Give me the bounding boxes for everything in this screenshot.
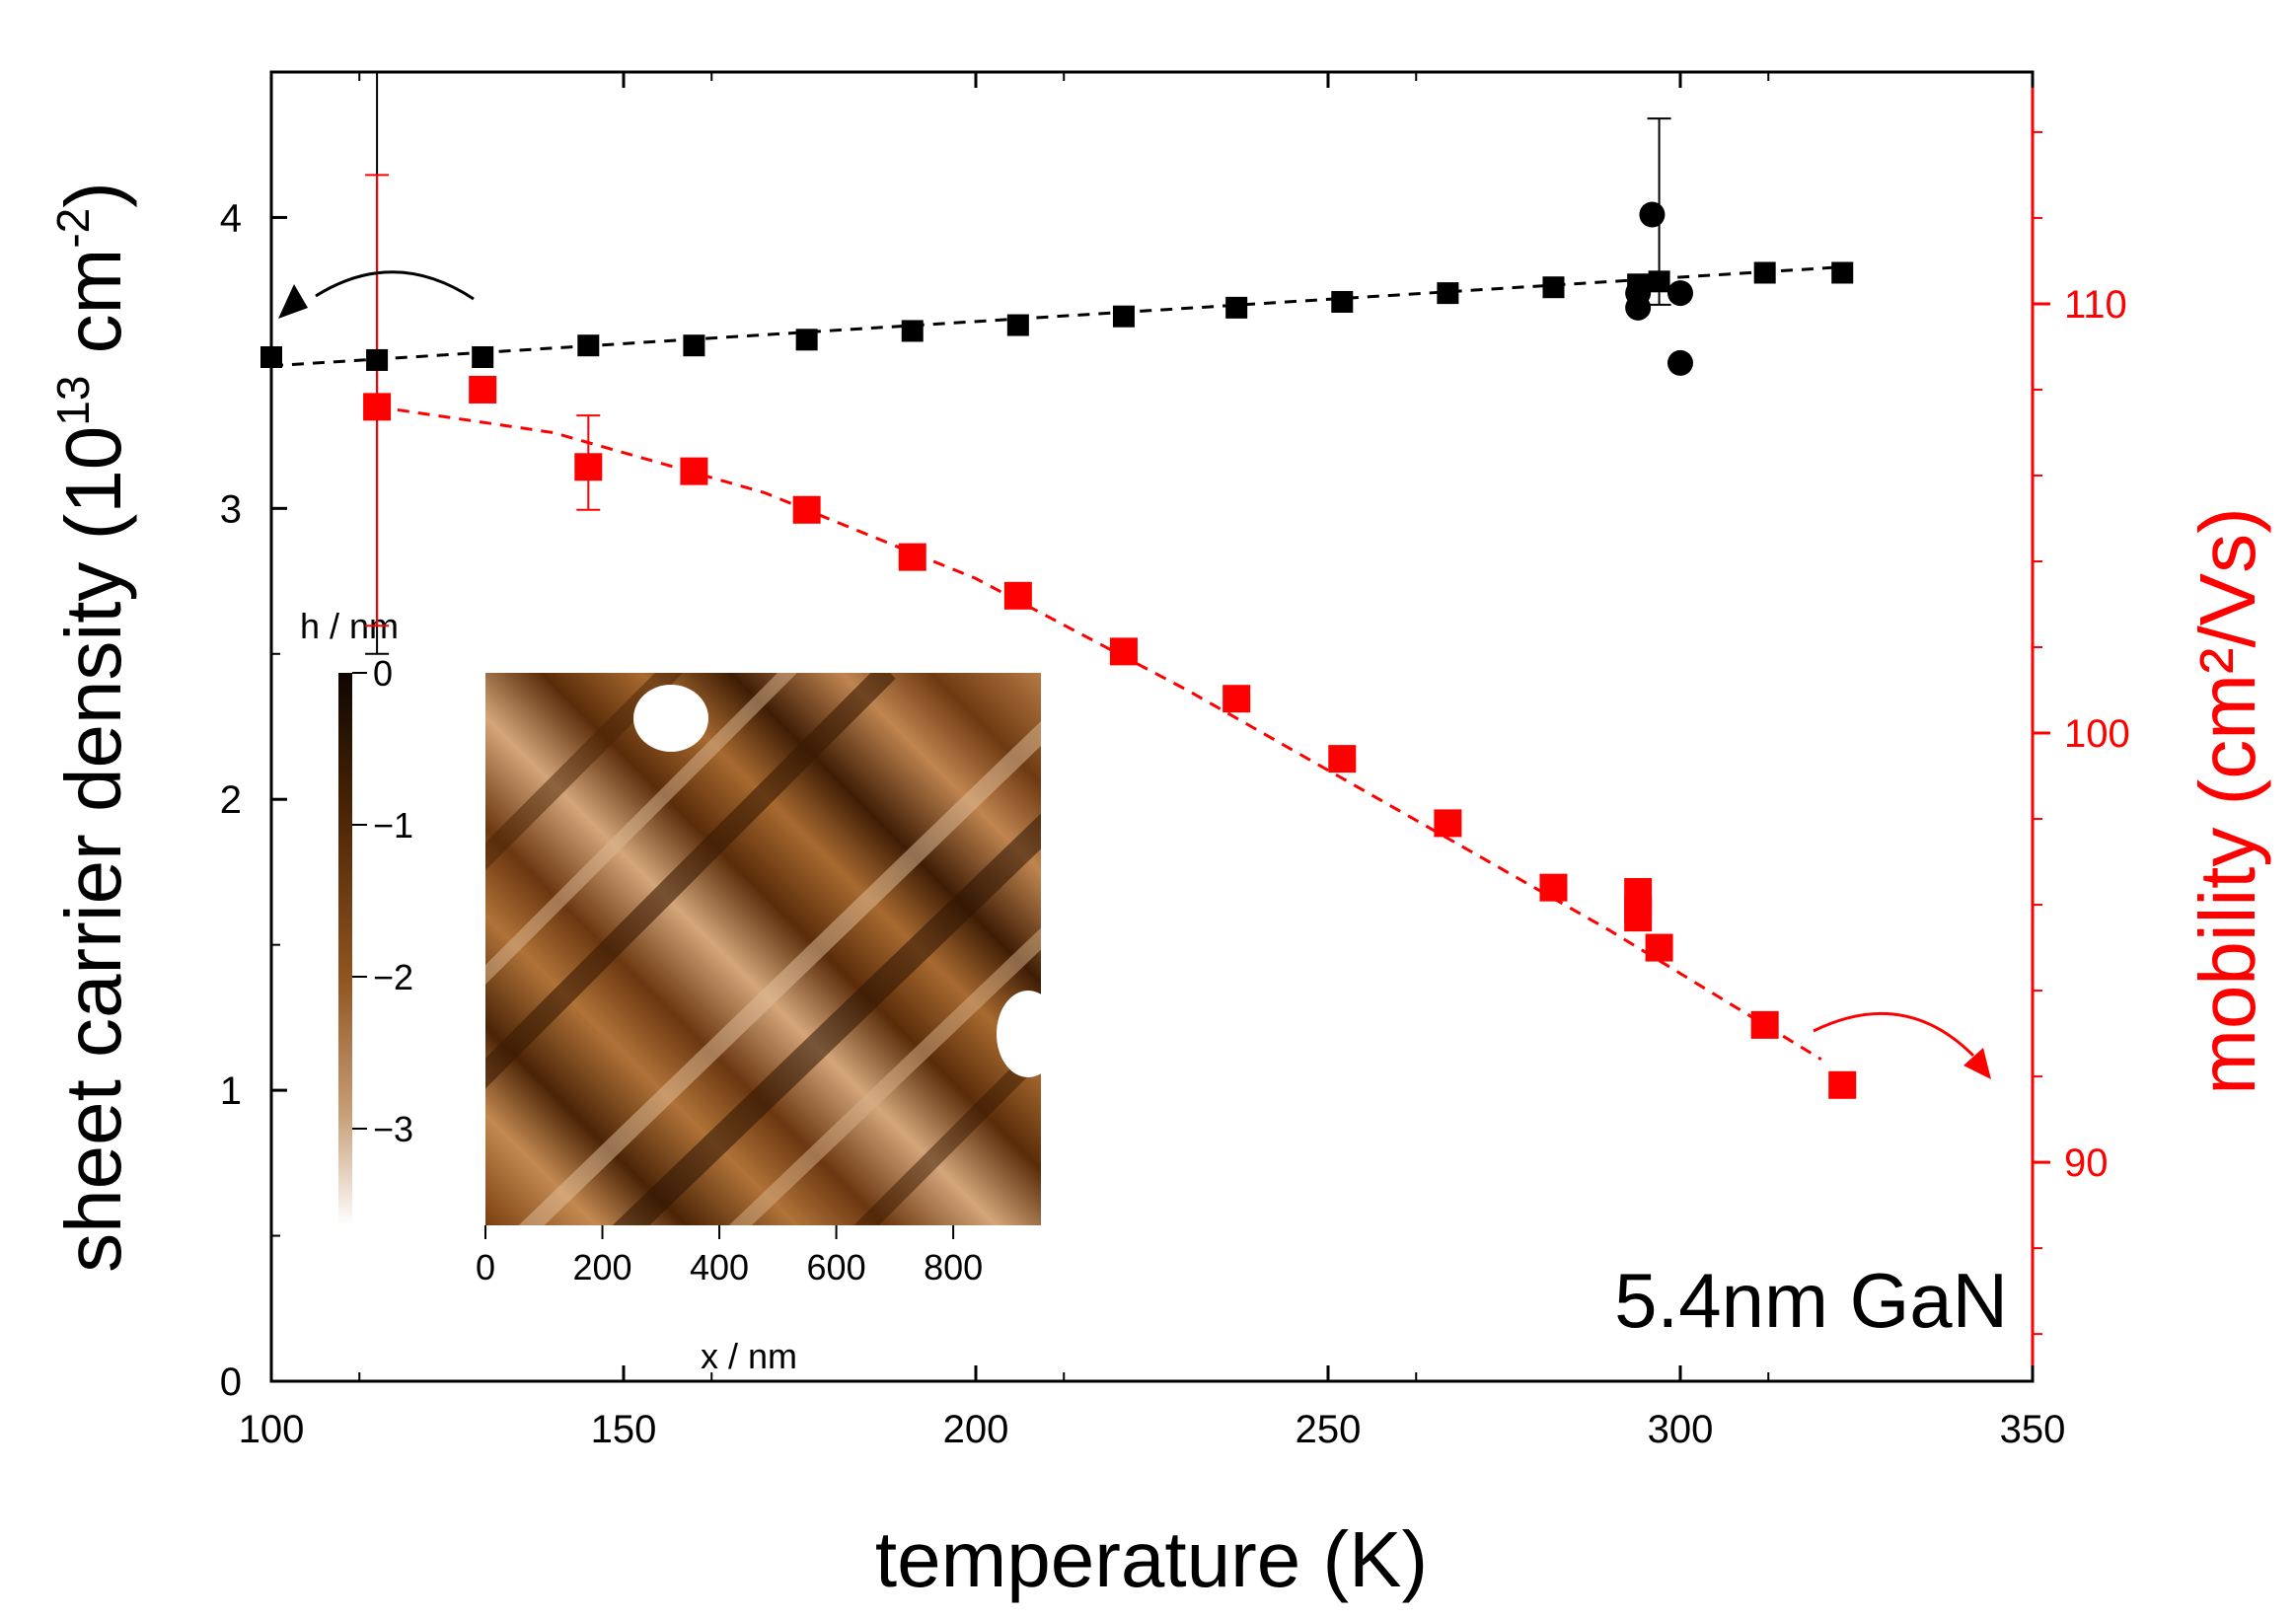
x-tick-label: 200 [943,1408,1009,1451]
error-bars [365,71,1671,655]
colorbar [338,673,352,1225]
mobility-point [363,393,392,421]
y-right-tick-label: 90 [2064,1141,2109,1185]
x-tick-label: 100 [239,1408,305,1451]
y-left-title-main: sheet carrier density (10 [49,426,137,1273]
mobility-point [1222,685,1251,713]
mobility-point [792,495,821,524]
mobility-point [469,375,497,404]
y-left-tick-label: 2 [220,778,242,822]
density-point [1753,261,1776,284]
density-point [1331,290,1354,313]
y-left-tick-label: 1 [220,1069,242,1113]
data-point-circle [1639,201,1666,228]
mobility-point [1645,933,1673,962]
data-markers [260,201,1857,1099]
inset-x-tick-label: 200 [572,1247,631,1287]
mobility-point [1624,904,1653,932]
density-point [1648,270,1670,293]
density-point [1006,314,1029,336]
x-tick-label: 350 [2000,1408,2066,1451]
colorbar-ticks: 0 −1 −2 −3 [352,653,413,1149]
x-tick-label: 250 [1296,1408,1362,1451]
mobility-point [1539,873,1568,902]
y-left-axis-title: sheet carrier density (1013 cm-2) [47,182,137,1273]
inset-x-tick-label: 600 [807,1247,866,1287]
mobility-point [574,453,603,481]
left-axis-arrow [315,270,475,301]
x-tick-label: 300 [1648,1408,1714,1451]
mobility-point [1003,581,1032,610]
mobility-point [1750,1010,1779,1039]
inset-x-tick-label: 800 [924,1247,983,1287]
afm-bright-spot [633,685,708,752]
inset-afm [485,673,1041,1225]
density-point [1831,261,1854,284]
density-point [1225,296,1248,319]
colorbar-tick-label: −2 [373,957,413,997]
inset-x-tick-label: 400 [690,1247,749,1287]
mobility-point [898,543,926,571]
data-point-circle [1625,294,1652,321]
density-point [260,345,282,368]
y-right-tick-label: 110 [2064,283,2127,327]
density-point [901,320,924,342]
colorbar-tick-label: 0 [373,653,393,694]
x-axis-title: temperature (K) [875,1515,1428,1603]
inset-x-label: x / nm [701,1336,797,1376]
y-left-title-mid: cm [49,249,137,376]
right-axis-arrowhead [1963,1048,1991,1079]
y-left-tick-label: 4 [220,196,242,240]
afm-texture [485,673,1041,1225]
afm-bright-spot [997,991,1041,1077]
colorbar-tick-label: −3 [373,1109,413,1149]
mobility-point [1828,1070,1857,1099]
density-point [1112,305,1135,328]
mobility-point [1434,809,1462,838]
y-left-axis-ticks: 0 1 2 3 4 [220,71,287,1404]
data-point-circle [1667,280,1693,307]
y-left-title-exp1: 13 [47,376,99,426]
x-tick-label: 150 [591,1408,657,1451]
data-point-circle [1667,349,1693,376]
x-axis-ticks: 100 150 200 250 300 350 [239,72,2066,1451]
y-right-tick-label: 100 [2064,712,2130,756]
y-left-title-end: ) [49,182,137,208]
density-point [795,329,818,351]
y-right-axis-title: mobility (cm²/Vs) [2184,507,2271,1095]
right-axis-arrow [1813,1012,1975,1058]
density-point [577,334,600,357]
density-point [1437,282,1459,305]
inset-x-axis: 0 200 400 600 800 [476,1225,983,1287]
density-point [472,345,494,368]
y-right-axis-ticks: 90 100 110 [2033,130,2130,1336]
mobility-point [1109,637,1138,666]
left-axis-arrowhead [278,284,308,319]
inset-x-tick-label: 0 [476,1247,495,1287]
density-point [683,334,705,357]
y-left-tick-label: 0 [220,1361,242,1404]
fit-line [270,265,1843,368]
density-point [1542,276,1565,299]
colorbar-tick-label: −1 [373,805,413,846]
mobility-point [680,457,708,485]
y-left-tick-label: 3 [220,487,242,531]
density-point [366,348,389,371]
y-left-title-exp2: -2 [47,208,99,249]
mobility-point [1328,745,1357,773]
sample-annotation: 5.4nm GaN [1614,1257,2008,1344]
